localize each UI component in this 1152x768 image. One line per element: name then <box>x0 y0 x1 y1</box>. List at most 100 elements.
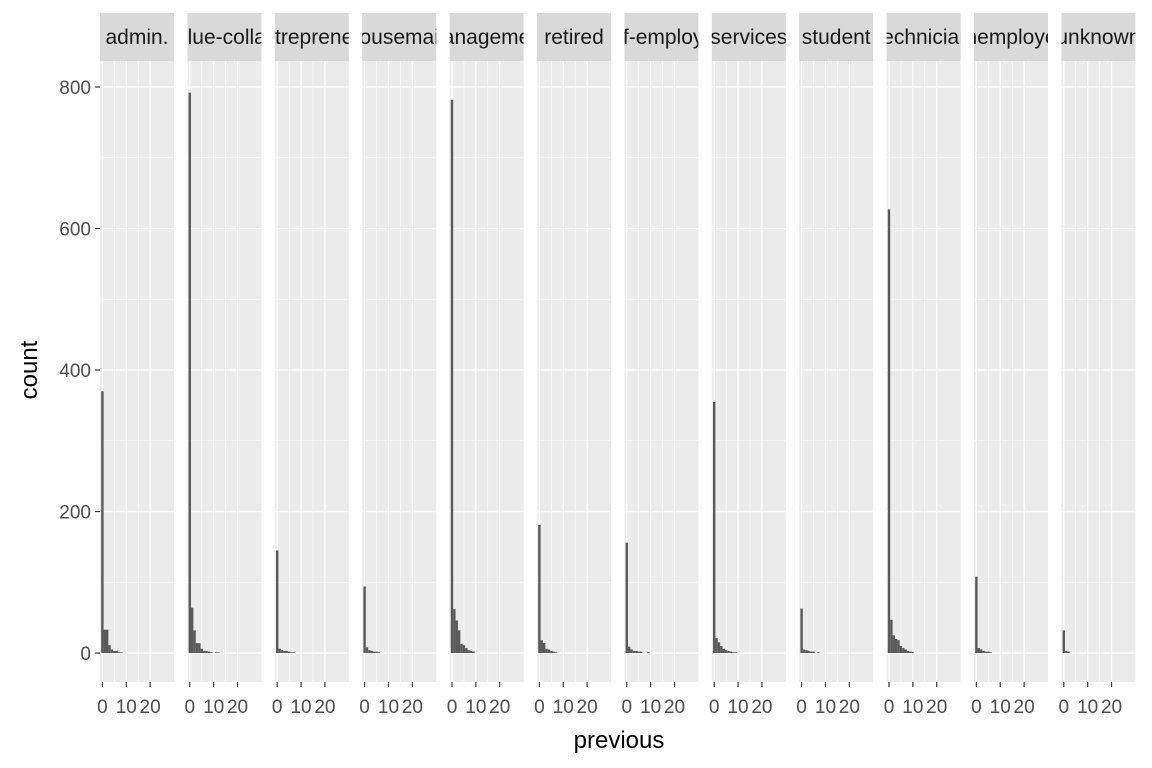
y-tick-label: 400 <box>59 361 91 382</box>
histogram-bar <box>363 586 366 653</box>
x-tick-label: 20 <box>402 697 423 718</box>
x-tick-label: 10 <box>553 697 574 718</box>
histogram-bar <box>275 550 279 653</box>
x-tick-label: 20 <box>577 697 598 718</box>
x-tick-label: 20 <box>1014 697 1035 718</box>
histogram-bar <box>807 650 810 653</box>
x-tick-label: 20 <box>489 697 510 718</box>
histogram-bar <box>904 649 907 653</box>
histogram-bar <box>460 643 463 653</box>
histogram-bar <box>188 92 191 653</box>
histogram-bar <box>287 651 291 653</box>
histogram-bar <box>977 648 980 653</box>
facet-panel: management 0 10 20 <box>425 13 548 718</box>
histogram-bar <box>377 652 381 653</box>
facet-label: unknown <box>1056 26 1140 49</box>
panel-background <box>274 61 349 682</box>
histogram-bar <box>365 647 369 653</box>
histogram-bar <box>290 652 293 653</box>
facet-panel: technician 0 10 20 <box>884 13 961 718</box>
y-tick-label: 600 <box>59 220 91 241</box>
facet-label: retired <box>544 26 604 49</box>
histogram-bar <box>117 652 121 653</box>
x-tick-label: 0 <box>359 697 370 718</box>
histogram-bar <box>462 645 466 653</box>
histogram-bar <box>545 648 548 653</box>
x-axis-title: previous <box>574 727 665 754</box>
histogram-bar <box>712 401 716 653</box>
histogram-bar <box>911 652 915 653</box>
x-tick-label: 20 <box>926 697 947 718</box>
histogram-bar <box>472 651 475 653</box>
x-tick-label: 10 <box>1077 697 1098 718</box>
panel-background <box>624 61 699 682</box>
x-tick-label: 10 <box>116 697 137 718</box>
x-tick-label: 0 <box>1058 697 1069 718</box>
histogram-bar <box>984 651 988 653</box>
histogram-bar <box>902 648 905 653</box>
histogram-bar <box>469 650 473 653</box>
histogram-bar <box>108 645 111 653</box>
x-tick-label: 20 <box>751 697 772 718</box>
histogram-bar <box>715 638 718 653</box>
facet-strip <box>624 13 699 61</box>
x-tick-label: 10 <box>203 697 224 718</box>
x-tick-label: 0 <box>621 697 632 718</box>
facet-panel: services 0 10 20 <box>709 13 786 718</box>
x-tick-label: 20 <box>664 697 685 718</box>
histogram-bar <box>217 652 220 653</box>
histogram-bar <box>975 576 978 653</box>
histogram-bar <box>113 650 116 653</box>
histogram-bar <box>1062 630 1065 653</box>
histogram-bar <box>805 650 808 653</box>
facet-label: entrepreneur <box>252 26 372 49</box>
histogram-bar <box>717 642 721 653</box>
facet-strip <box>362 13 437 61</box>
facet-panel: unknown 0 10 20 <box>1056 13 1140 718</box>
facet-panel: admin. 0 10 20 <box>97 13 174 718</box>
histogram-bar <box>987 651 990 653</box>
x-tick-label: 10 <box>640 697 661 718</box>
facet-label: admin. <box>105 26 168 49</box>
histogram-bar <box>110 649 114 653</box>
histogram-bar <box>540 640 543 653</box>
facet-strip <box>711 13 786 61</box>
histogram-bar <box>817 652 820 653</box>
histogram-bar <box>278 648 281 653</box>
histogram-bar <box>467 650 470 653</box>
histogram-bar <box>550 650 553 653</box>
y-axis: 0 200 400 600 800 <box>59 78 100 665</box>
x-tick-label: 20 <box>1101 697 1122 718</box>
x-tick-label: 0 <box>272 697 283 718</box>
histogram-bar <box>101 391 104 653</box>
histogram-bar <box>202 650 206 653</box>
histogram-bar <box>105 629 109 653</box>
histogram-bar <box>812 651 815 653</box>
y-tick-label: 800 <box>59 78 91 99</box>
histogram-bar <box>1067 651 1070 653</box>
histogram-bar <box>897 640 900 653</box>
facet-strip <box>100 13 174 61</box>
x-tick-label: 0 <box>184 697 195 718</box>
histogram-bar <box>453 609 456 653</box>
x-tick-label: 20 <box>839 697 860 718</box>
histogram-bar <box>724 650 728 653</box>
facet-panel: self-employed 0 10 20 <box>621 13 699 718</box>
facet-strip <box>187 13 262 61</box>
histogram-bar <box>214 652 218 653</box>
facet-label: housemaid <box>348 26 451 49</box>
histogram-bar <box>285 650 288 653</box>
x-tick-label: 20 <box>140 697 161 718</box>
facet-strip <box>799 13 874 61</box>
histogram-bar <box>979 649 983 653</box>
histogram-bar <box>457 630 461 653</box>
facet-label: management <box>425 26 548 49</box>
panel-background <box>187 61 262 682</box>
panel-background <box>362 61 437 682</box>
facet-panel: blue-collar 0 10 20 <box>176 13 273 718</box>
facet-label: blue-collar <box>176 26 273 49</box>
facet-panel: retired 0 10 20 <box>534 13 611 718</box>
x-tick-label: 0 <box>534 697 545 718</box>
panel-background <box>711 61 786 682</box>
